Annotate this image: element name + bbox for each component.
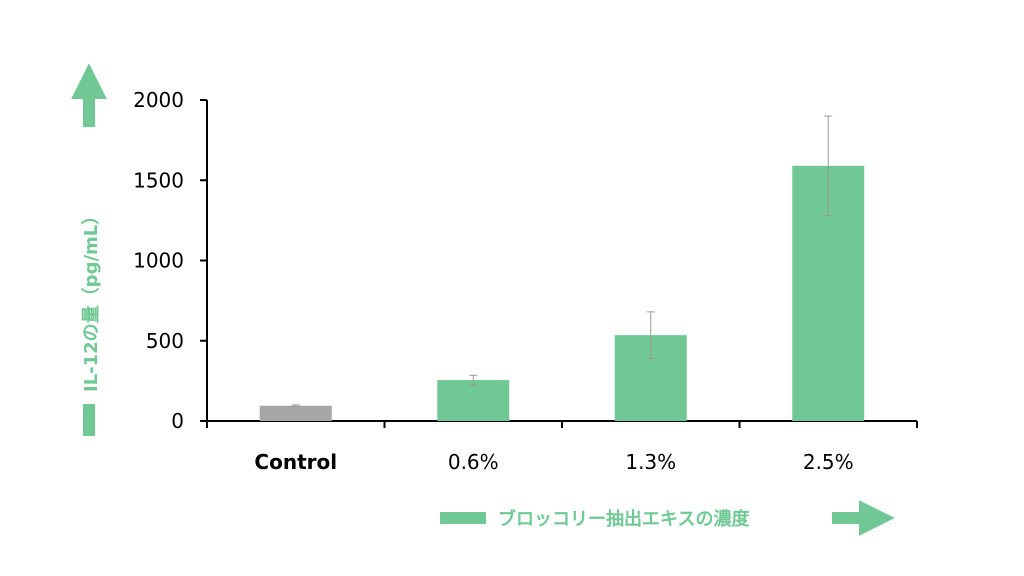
x-tick-label: 2.5% bbox=[803, 450, 854, 474]
y-tick-label: 1500 bbox=[133, 168, 184, 192]
y-axis-title-group: IL-12の量（pg/mL） bbox=[71, 63, 107, 436]
x-axis-title: ブロッコリー抽出エキスの濃度 bbox=[498, 508, 750, 530]
x-tick-label: 0.6% bbox=[448, 450, 499, 474]
x-axis-title-group: ブロッコリー抽出エキスの濃度 bbox=[440, 500, 895, 536]
y-tick-label: 500 bbox=[146, 329, 184, 353]
bar bbox=[437, 380, 510, 421]
x-axis-title-bar bbox=[440, 512, 486, 524]
bar bbox=[259, 405, 332, 421]
plot-area: 0 500 1000 1500 2000 Control 0.6% 1.3% 2.5% bbox=[133, 88, 918, 474]
y-axis-title: IL-12の量（pg/mL） bbox=[80, 207, 102, 392]
y-tick-label: 2000 bbox=[133, 88, 184, 112]
x-tick-label: 1.3% bbox=[625, 450, 676, 474]
y-tick-label: 0 bbox=[171, 409, 184, 433]
y-tick-label: 1000 bbox=[133, 249, 184, 273]
x-tick-label: Control bbox=[254, 450, 337, 474]
y-axis-title-bar bbox=[83, 404, 95, 436]
